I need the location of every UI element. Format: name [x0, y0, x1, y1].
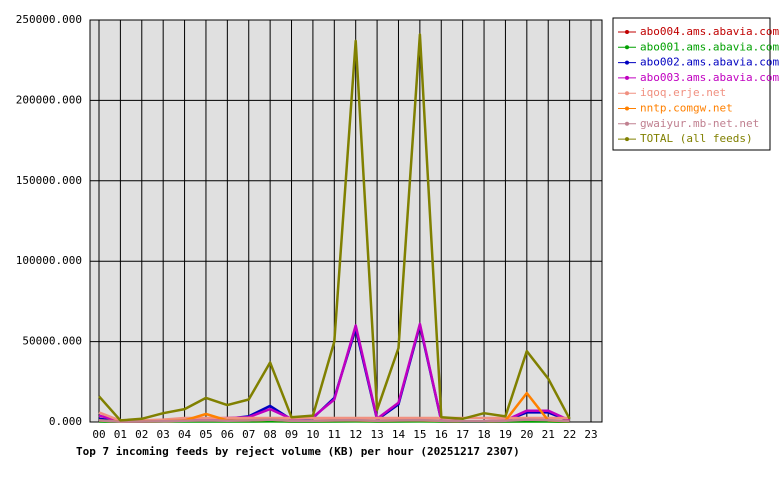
- x-tick-label: 06: [221, 428, 234, 441]
- y-tick-label: 200000.000: [16, 93, 82, 106]
- x-tick-label: 17: [456, 428, 469, 441]
- x-tick-label: 22: [563, 428, 576, 441]
- y-tick-label: 50000.000: [22, 335, 82, 348]
- legend-marker: [625, 137, 629, 141]
- x-tick-label: 05: [199, 428, 212, 441]
- x-tick-label: 02: [135, 428, 148, 441]
- x-tick-label: 13: [370, 428, 383, 441]
- legend-label: nntp.comgw.net: [640, 102, 733, 115]
- x-tick-label: 09: [285, 428, 298, 441]
- legend-marker: [625, 76, 629, 80]
- x-tick-label: 10: [306, 428, 319, 441]
- x-tick-label: 07: [242, 428, 255, 441]
- x-tick-label: 14: [392, 428, 406, 441]
- legend-label: abo001.ams.abavia.com: [640, 40, 779, 53]
- legend-label: gwaiyur.mb-net.net: [640, 117, 759, 130]
- y-tick-label: 100000.000: [16, 254, 82, 267]
- series-line: [99, 420, 570, 422]
- legend-label: TOTAL (all feeds): [640, 132, 753, 145]
- x-tick-label: 01: [114, 428, 127, 441]
- y-tick-label: 250000.000: [16, 13, 82, 26]
- x-tick-label: 04: [178, 428, 192, 441]
- legend-marker: [625, 45, 629, 49]
- x-tick-label: 21: [542, 428, 555, 441]
- legend-label: iqoq.erje.net: [640, 86, 726, 99]
- legend-label: abo004.ams.abavia.com: [640, 25, 779, 38]
- legend-marker: [625, 107, 629, 111]
- x-tick-label: 15: [413, 428, 426, 441]
- chart-title: Top 7 incoming feeds by reject volume (K…: [76, 445, 520, 458]
- x-tick-label: 03: [157, 428, 170, 441]
- legend-marker: [625, 30, 629, 34]
- x-tick-label: 19: [499, 428, 512, 441]
- y-tick-label: 150000.000: [16, 174, 82, 187]
- x-tick-label: 11: [328, 428, 341, 441]
- legend-marker: [625, 91, 629, 95]
- x-tick-label: 20: [520, 428, 533, 441]
- x-tick-label: 18: [477, 428, 490, 441]
- x-tick-label: 08: [264, 428, 277, 441]
- x-tick-label: 16: [435, 428, 448, 441]
- x-tick-label: 00: [92, 428, 105, 441]
- legend-label: abo003.ams.abavia.com: [640, 71, 779, 84]
- x-tick-label: 23: [584, 428, 597, 441]
- legend-marker: [625, 122, 629, 126]
- x-tick-label: 12: [349, 428, 362, 441]
- legend-marker: [625, 61, 629, 65]
- y-tick-label: 0.000: [49, 415, 82, 428]
- legend-label: abo002.ams.abavia.com: [640, 56, 779, 69]
